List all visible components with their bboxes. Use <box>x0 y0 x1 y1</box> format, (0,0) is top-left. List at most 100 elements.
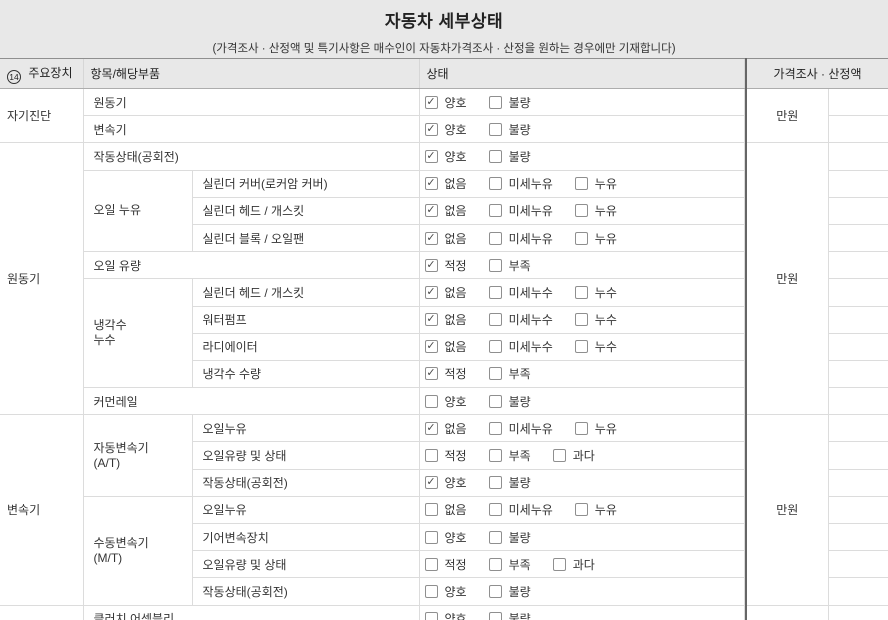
checkbox[interactable]: ✓ <box>424 367 438 381</box>
checkbox[interactable] <box>488 530 502 544</box>
checkbox-option[interactable]: 양호 <box>424 393 467 410</box>
checkbox-option[interactable]: 적정 <box>424 447 467 464</box>
checkbox[interactable] <box>488 340 502 354</box>
checkbox-option[interactable]: 과다 <box>552 447 595 464</box>
checkbox-option[interactable]: 양호 <box>424 610 467 620</box>
checkbox-option[interactable]: 불량 <box>488 610 531 620</box>
checkbox-option[interactable]: ✓ 없음 <box>424 420 467 437</box>
checkbox[interactable] <box>488 367 502 381</box>
checkbox-option[interactable]: ✓ 양호 <box>424 148 467 165</box>
checkbox-option[interactable]: 누유 <box>574 230 617 247</box>
checkbox-option[interactable]: 불량 <box>488 94 531 111</box>
checkbox[interactable] <box>488 584 502 598</box>
checkbox-option[interactable]: 불량 <box>488 583 531 600</box>
checkbox[interactable] <box>574 421 588 435</box>
checkbox-option[interactable]: ✓ 없음 <box>424 230 467 247</box>
checkbox-option[interactable]: 없음 <box>424 501 467 518</box>
checkbox[interactable]: ✓ <box>424 95 438 109</box>
checkbox-option[interactable]: ✓ 양호 <box>424 121 467 138</box>
checkbox[interactable] <box>488 503 502 517</box>
checkbox-option[interactable]: 미세누유 <box>488 501 553 518</box>
checkbox[interactable]: ✓ <box>424 313 438 327</box>
checkbox-option[interactable]: ✓ 없음 <box>424 311 467 328</box>
checkbox[interactable] <box>488 285 502 299</box>
checkbox[interactable]: ✓ <box>424 421 438 435</box>
checkbox-option[interactable]: ✓ 없음 <box>424 175 467 192</box>
checkbox[interactable] <box>424 394 438 408</box>
checkbox[interactable] <box>424 503 438 517</box>
checkbox-option[interactable]: 과다 <box>552 556 595 573</box>
checkbox[interactable] <box>552 449 566 463</box>
checkbox[interactable]: ✓ <box>424 476 438 490</box>
checkbox-option[interactable]: 누유 <box>574 420 617 437</box>
checkbox-option[interactable]: 누수 <box>574 311 617 328</box>
checkbox-option[interactable]: 적정 <box>424 556 467 573</box>
checkbox-option[interactable]: 불량 <box>488 121 531 138</box>
checkbox-option[interactable]: 누수 <box>574 338 617 355</box>
checkbox[interactable] <box>488 449 502 463</box>
checkbox[interactable] <box>574 340 588 354</box>
checkbox[interactable]: ✓ <box>424 258 438 272</box>
checkbox[interactable] <box>488 258 502 272</box>
checkbox[interactable] <box>488 177 502 191</box>
checkbox-option[interactable]: 누유 <box>574 501 617 518</box>
checkbox[interactable] <box>574 231 588 245</box>
checkbox[interactable] <box>488 476 502 490</box>
checkbox-option[interactable]: 불량 <box>488 148 531 165</box>
checkbox-option[interactable]: 부족 <box>488 365 531 382</box>
checkbox[interactable] <box>552 557 566 571</box>
checkbox-option[interactable]: 부족 <box>488 257 531 274</box>
checkbox-option[interactable]: ✓ 양호 <box>424 474 467 491</box>
checkbox[interactable]: ✓ <box>424 231 438 245</box>
checkbox[interactable]: ✓ <box>424 285 438 299</box>
checkbox-option[interactable]: 미세누수 <box>488 311 553 328</box>
checkbox[interactable] <box>424 449 438 463</box>
checkbox[interactable] <box>488 313 502 327</box>
checkbox[interactable]: ✓ <box>424 204 438 218</box>
checkbox[interactable] <box>488 612 502 620</box>
checkbox-option[interactable]: 누유 <box>574 175 617 192</box>
checkbox[interactable] <box>488 95 502 109</box>
checkbox[interactable] <box>574 285 588 299</box>
checkbox[interactable] <box>574 177 588 191</box>
checkbox-option[interactable]: 누수 <box>574 284 617 301</box>
checkbox[interactable] <box>424 584 438 598</box>
checkbox[interactable]: ✓ <box>424 149 438 163</box>
checkbox[interactable] <box>574 503 588 517</box>
checkbox-option[interactable]: ✓ 적정 <box>424 257 467 274</box>
checkbox[interactable]: ✓ <box>424 122 438 136</box>
checkbox[interactable]: ✓ <box>424 177 438 191</box>
checkbox-option[interactable]: ✓ 없음 <box>424 338 467 355</box>
checkbox[interactable] <box>424 557 438 571</box>
checkbox-option[interactable]: ✓ 양호 <box>424 94 467 111</box>
checkbox-option[interactable]: 미세누유 <box>488 420 553 437</box>
checkbox[interactable] <box>424 612 438 620</box>
checkbox-option[interactable]: 불량 <box>488 529 531 546</box>
checkbox[interactable] <box>574 313 588 327</box>
checkbox-option[interactable]: ✓ 없음 <box>424 284 467 301</box>
checkbox-option[interactable]: 미세누유 <box>488 202 553 219</box>
checkbox-option[interactable]: ✓ 없음 <box>424 202 467 219</box>
checkbox-option[interactable]: 누유 <box>574 202 617 219</box>
checkbox[interactable] <box>424 530 438 544</box>
checkbox[interactable] <box>488 149 502 163</box>
checkbox-option[interactable]: 양호 <box>424 583 467 600</box>
checkbox-option[interactable]: 미세누유 <box>488 230 553 247</box>
checkbox[interactable]: ✓ <box>424 340 438 354</box>
checkbox-option[interactable]: 미세누수 <box>488 284 553 301</box>
checkbox[interactable] <box>488 231 502 245</box>
checkbox-option[interactable]: ✓ 적정 <box>424 365 467 382</box>
checkbox-option[interactable]: 양호 <box>424 529 467 546</box>
checkbox[interactable] <box>488 204 502 218</box>
checkbox-option[interactable]: 미세누수 <box>488 338 553 355</box>
checkbox-option[interactable]: 부족 <box>488 556 531 573</box>
checkbox[interactable] <box>574 204 588 218</box>
checkbox-option[interactable]: 부족 <box>488 447 531 464</box>
checkbox-option[interactable]: 미세누유 <box>488 175 553 192</box>
checkbox[interactable] <box>488 557 502 571</box>
checkbox-option[interactable]: 불량 <box>488 474 531 491</box>
checkbox[interactable] <box>488 122 502 136</box>
checkbox[interactable] <box>488 394 502 408</box>
checkbox[interactable] <box>488 421 502 435</box>
checkbox-option[interactable]: 불량 <box>488 393 531 410</box>
